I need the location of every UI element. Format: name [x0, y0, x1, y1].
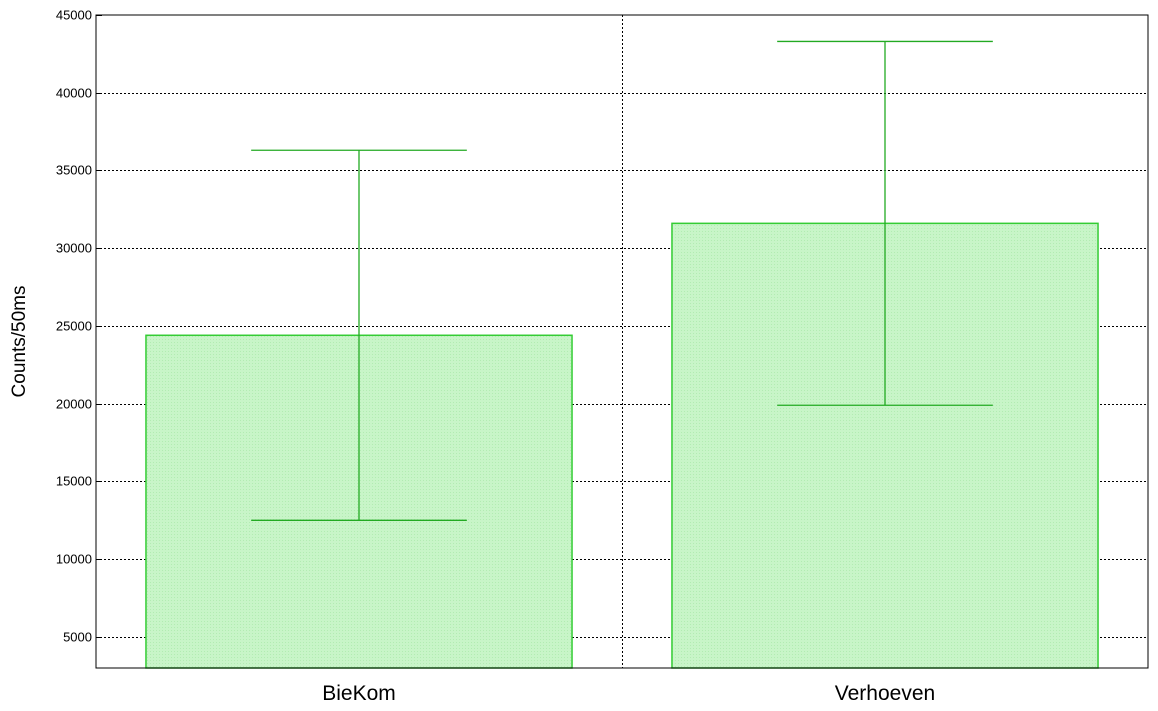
- y-tick-label: 15000: [56, 474, 92, 489]
- y-tick-label: 10000: [56, 552, 92, 567]
- x-category-labels: BieKom Verhoeven: [322, 682, 935, 705]
- y-tick-label: 20000: [56, 397, 92, 412]
- y-tick-label: 45000: [56, 8, 92, 23]
- y-tick-label: 40000: [56, 86, 92, 101]
- plot-frame: [95, 14, 1149, 669]
- error-bars: [251, 40, 993, 521]
- y-tick-label: 5000: [63, 630, 92, 645]
- x-category-label: Verhoeven: [835, 682, 935, 705]
- y-ticks: 5000 10000 15000 20000 25000 30000 35000 40000 4…: [56, 8, 102, 645]
- y-axis-title: Counts/50ms: [9, 286, 30, 398]
- bars: [145, 222, 1099, 669]
- x-category-label: BieKom: [322, 682, 396, 705]
- y-tick-label: 30000: [56, 241, 92, 256]
- y-tick-label: 35000: [56, 163, 92, 178]
- y-tick-label: 25000: [56, 319, 92, 334]
